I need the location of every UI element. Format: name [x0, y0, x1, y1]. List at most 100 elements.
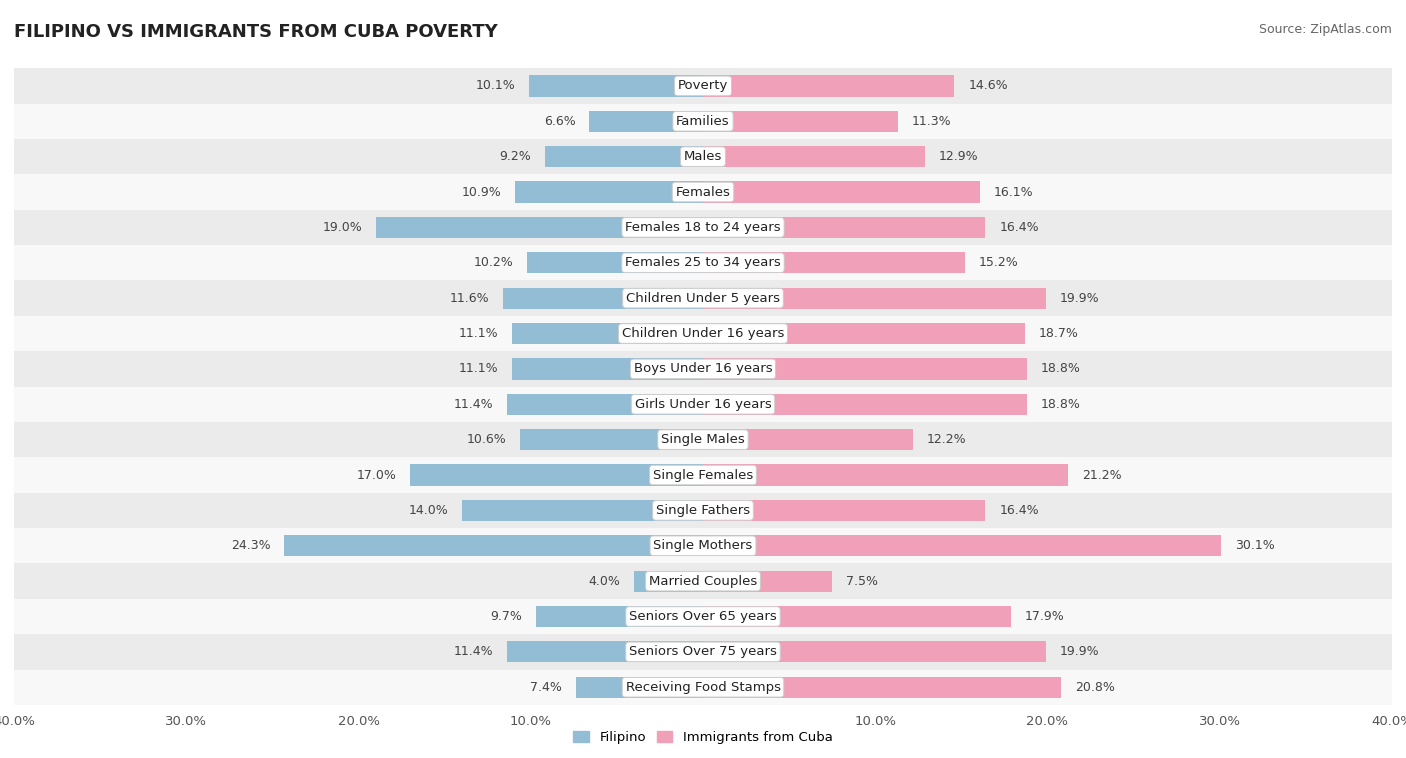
Text: Boys Under 16 years: Boys Under 16 years — [634, 362, 772, 375]
Bar — [14, 316, 1392, 351]
Bar — [703, 429, 912, 450]
Text: 24.3%: 24.3% — [231, 539, 271, 553]
Text: 14.0%: 14.0% — [408, 504, 449, 517]
Bar — [14, 457, 1392, 493]
Bar — [506, 641, 703, 662]
Bar — [284, 535, 703, 556]
Bar — [703, 500, 986, 521]
Bar — [14, 280, 1392, 316]
Text: 6.6%: 6.6% — [544, 114, 575, 128]
Bar — [703, 606, 1011, 627]
Bar — [703, 217, 986, 238]
Bar — [375, 217, 703, 238]
Text: 10.9%: 10.9% — [461, 186, 502, 199]
Bar — [703, 323, 1025, 344]
Text: 7.5%: 7.5% — [846, 575, 877, 587]
Text: Married Couples: Married Couples — [650, 575, 756, 587]
Bar — [703, 393, 1026, 415]
Bar — [14, 599, 1392, 634]
Bar — [634, 571, 703, 592]
Bar — [14, 634, 1392, 669]
Text: 10.1%: 10.1% — [475, 80, 515, 92]
Text: 18.8%: 18.8% — [1040, 398, 1080, 411]
Text: 10.2%: 10.2% — [474, 256, 513, 269]
Bar — [703, 535, 1222, 556]
Bar — [703, 677, 1062, 698]
Bar — [512, 323, 703, 344]
Text: 17.0%: 17.0% — [357, 468, 396, 481]
Text: 7.4%: 7.4% — [530, 681, 562, 694]
Bar — [703, 252, 965, 274]
Bar — [14, 351, 1392, 387]
Text: 11.4%: 11.4% — [453, 398, 494, 411]
Bar — [536, 606, 703, 627]
Text: 12.9%: 12.9% — [939, 150, 979, 163]
Text: FILIPINO VS IMMIGRANTS FROM CUBA POVERTY: FILIPINO VS IMMIGRANTS FROM CUBA POVERTY — [14, 23, 498, 41]
Legend: Filipino, Immigrants from Cuba: Filipino, Immigrants from Cuba — [568, 725, 838, 749]
Bar — [520, 429, 703, 450]
Text: Seniors Over 65 years: Seniors Over 65 years — [628, 610, 778, 623]
Bar — [703, 181, 980, 202]
Text: 19.0%: 19.0% — [322, 221, 361, 234]
Bar — [703, 75, 955, 96]
Bar — [589, 111, 703, 132]
Bar — [529, 75, 703, 96]
Bar — [14, 245, 1392, 280]
Text: Source: ZipAtlas.com: Source: ZipAtlas.com — [1258, 23, 1392, 36]
Text: 11.6%: 11.6% — [450, 292, 489, 305]
Text: 9.2%: 9.2% — [499, 150, 531, 163]
Bar — [14, 669, 1392, 705]
Text: 16.4%: 16.4% — [1000, 221, 1039, 234]
Text: 11.1%: 11.1% — [458, 327, 498, 340]
Text: Single Fathers: Single Fathers — [657, 504, 749, 517]
Text: Poverty: Poverty — [678, 80, 728, 92]
Bar — [703, 146, 925, 168]
Bar — [14, 387, 1392, 422]
Text: Single Mothers: Single Mothers — [654, 539, 752, 553]
Text: 12.2%: 12.2% — [927, 433, 966, 446]
Bar — [544, 146, 703, 168]
Text: 20.8%: 20.8% — [1076, 681, 1115, 694]
Text: 10.6%: 10.6% — [467, 433, 506, 446]
Bar — [461, 500, 703, 521]
Text: 16.1%: 16.1% — [994, 186, 1033, 199]
Text: 18.7%: 18.7% — [1039, 327, 1078, 340]
Text: 17.9%: 17.9% — [1025, 610, 1064, 623]
Bar — [515, 181, 703, 202]
Text: 4.0%: 4.0% — [589, 575, 620, 587]
Text: 21.2%: 21.2% — [1083, 468, 1122, 481]
Text: 19.9%: 19.9% — [1060, 292, 1099, 305]
Bar — [14, 493, 1392, 528]
Text: 19.9%: 19.9% — [1060, 645, 1099, 659]
Text: 30.1%: 30.1% — [1236, 539, 1275, 553]
Bar — [703, 641, 1046, 662]
Text: Children Under 5 years: Children Under 5 years — [626, 292, 780, 305]
Bar — [527, 252, 703, 274]
Text: 14.6%: 14.6% — [969, 80, 1008, 92]
Text: Children Under 16 years: Children Under 16 years — [621, 327, 785, 340]
Text: 16.4%: 16.4% — [1000, 504, 1039, 517]
Text: Families: Families — [676, 114, 730, 128]
Text: Males: Males — [683, 150, 723, 163]
Bar — [703, 465, 1069, 486]
Text: Females 18 to 24 years: Females 18 to 24 years — [626, 221, 780, 234]
Bar — [503, 287, 703, 309]
Text: 18.8%: 18.8% — [1040, 362, 1080, 375]
Text: 11.1%: 11.1% — [458, 362, 498, 375]
Text: 11.4%: 11.4% — [453, 645, 494, 659]
Text: 9.7%: 9.7% — [491, 610, 522, 623]
Text: Females 25 to 34 years: Females 25 to 34 years — [626, 256, 780, 269]
Text: Seniors Over 75 years: Seniors Over 75 years — [628, 645, 778, 659]
Bar — [14, 422, 1392, 457]
Bar — [14, 210, 1392, 245]
Text: Females: Females — [675, 186, 731, 199]
Bar — [512, 359, 703, 380]
Bar — [14, 139, 1392, 174]
Bar — [14, 174, 1392, 210]
Text: Girls Under 16 years: Girls Under 16 years — [634, 398, 772, 411]
Bar — [703, 111, 897, 132]
Text: Receiving Food Stamps: Receiving Food Stamps — [626, 681, 780, 694]
Bar — [411, 465, 703, 486]
Bar — [14, 104, 1392, 139]
Bar — [506, 393, 703, 415]
